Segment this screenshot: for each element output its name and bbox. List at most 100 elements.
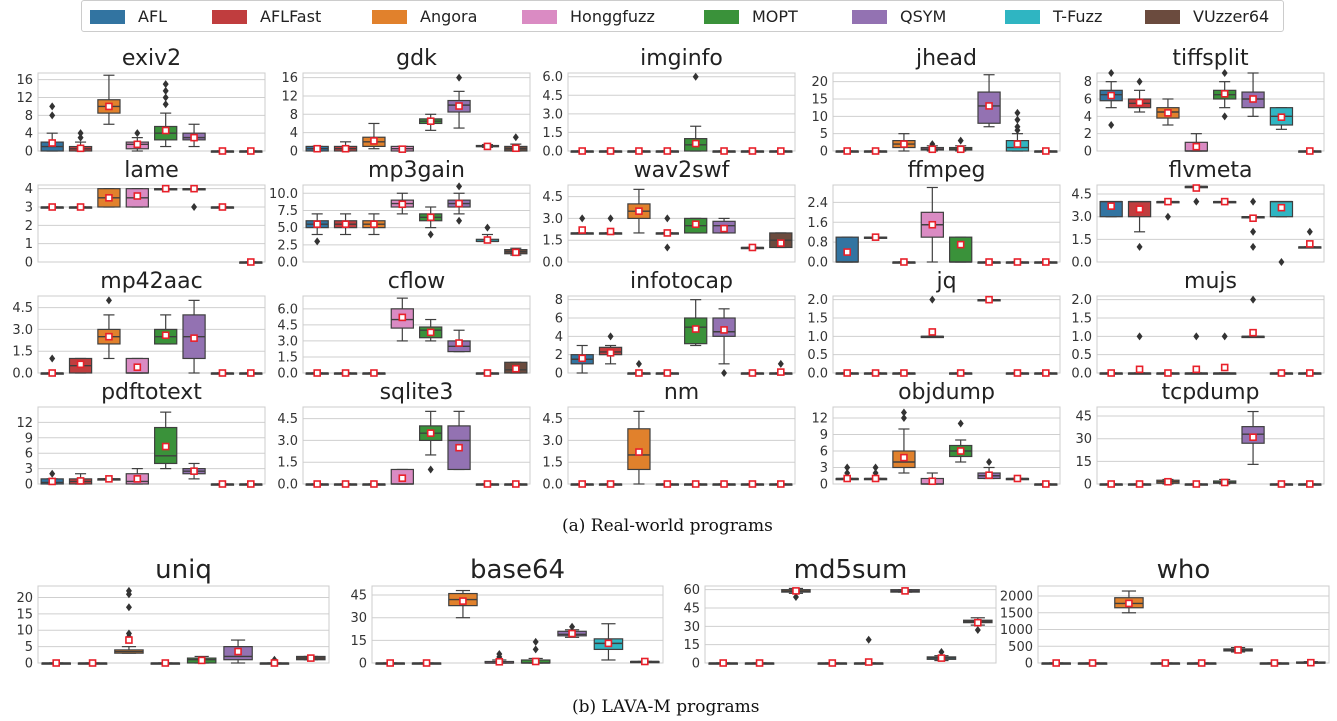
mean-marker xyxy=(398,145,407,153)
box-honggfuzz xyxy=(817,659,848,667)
y-tick-label: 15 xyxy=(811,93,828,108)
legend-swatch-mopt xyxy=(704,10,739,24)
mean-marker xyxy=(719,659,727,667)
box-t-fuzz xyxy=(210,480,235,488)
box-aflfast xyxy=(68,357,93,374)
outlier-point xyxy=(456,182,463,191)
mean-marker xyxy=(105,332,113,341)
box-honggfuzz xyxy=(390,297,414,342)
panel-title: lame xyxy=(124,158,179,183)
y-tick-label: 12 xyxy=(16,91,33,106)
panel-title: jhead xyxy=(915,46,977,71)
box-qsym xyxy=(182,184,206,211)
mean-marker xyxy=(341,480,350,488)
box-angora xyxy=(1156,477,1180,486)
box-t-fuzz xyxy=(1005,369,1030,377)
box-afl xyxy=(835,369,859,377)
y-tick-label: 500 xyxy=(1008,640,1033,655)
mean-marker xyxy=(1277,480,1286,488)
box-qsym xyxy=(890,587,920,595)
mean-marker xyxy=(1135,205,1144,213)
panel-title: mp3gain xyxy=(368,158,465,183)
mean-marker xyxy=(1270,659,1279,667)
mean-marker xyxy=(606,147,615,155)
panel-tiffsplit: tiffsplit 0 2 4 6 8 xyxy=(1084,46,1325,160)
mean-marker xyxy=(531,657,540,666)
y-tick-label: 10 xyxy=(811,110,828,125)
box-qsym xyxy=(447,329,471,353)
box-angora xyxy=(1114,590,1144,614)
plot-frame xyxy=(37,585,330,664)
panel-ffmpeg: ffmpeg 0.0 0.8 1.6 2.4 xyxy=(807,158,1061,271)
panel-gdk: gdk 0 4 8 12 16 xyxy=(281,46,531,160)
panel-title: jq xyxy=(935,269,956,294)
box-angora xyxy=(114,586,144,654)
outlier-point xyxy=(49,354,56,363)
y-tick-label: 3.0 xyxy=(1071,210,1092,225)
outlier-point xyxy=(1014,108,1021,117)
mean-marker xyxy=(398,313,407,322)
panel-base64: base64 0 15 30 45 xyxy=(350,555,664,672)
y-tick-label: 0.0 xyxy=(277,256,298,271)
outlier-point xyxy=(484,223,491,232)
outlier-point xyxy=(456,216,463,225)
mean-marker xyxy=(956,369,965,377)
outlier-point xyxy=(900,408,907,417)
mean-marker xyxy=(1042,480,1050,488)
box-aflfast xyxy=(1077,659,1108,667)
box-angora xyxy=(892,258,916,266)
box-honggfuzz xyxy=(1184,480,1208,488)
box-qsym xyxy=(1241,72,1265,117)
mean-marker xyxy=(341,220,350,228)
legend-swatch-honggfuzz xyxy=(522,10,557,24)
plot-frame xyxy=(37,72,266,152)
mean-marker xyxy=(604,639,613,648)
outlier-point xyxy=(721,369,728,377)
outlier-point xyxy=(664,214,671,223)
mean-marker xyxy=(218,369,227,377)
box-afl xyxy=(40,102,64,152)
box-t-fuzz xyxy=(593,623,624,661)
outlier-point xyxy=(569,622,576,631)
mean-marker xyxy=(1220,363,1229,372)
box-mopt xyxy=(154,80,178,148)
box-honggfuzz xyxy=(655,480,679,488)
mean-marker xyxy=(218,147,227,155)
mean-marker xyxy=(455,339,463,347)
box-aflfast xyxy=(333,213,358,236)
box-angora xyxy=(362,369,386,377)
panel-title: cflow xyxy=(388,269,445,294)
outlier-point xyxy=(1221,332,1228,341)
plot-frame xyxy=(302,406,531,485)
box-angora xyxy=(362,213,386,236)
panel-title: uniq xyxy=(155,555,212,585)
mean-marker xyxy=(720,326,728,334)
y-tick-label: 2.0 xyxy=(1071,293,1092,308)
panel-cflow: cflow 0.0 1.53.04.56.0 xyxy=(277,269,531,382)
mean-marker xyxy=(748,369,757,377)
box-qsym xyxy=(447,410,471,471)
box-t-fuzz xyxy=(475,369,500,377)
y-tick-label: 3.0 xyxy=(277,434,298,449)
box-angora xyxy=(1156,98,1180,126)
legend-label-angora: Angora xyxy=(420,7,478,26)
mean-marker xyxy=(1307,658,1315,667)
outlier-point xyxy=(1250,197,1257,206)
y-tick-label: 0.0 xyxy=(807,367,828,382)
mean-marker xyxy=(105,102,113,111)
outlier-point xyxy=(664,243,671,252)
panel-md5sum: md5sum 0 15 30 45 60 xyxy=(683,555,997,672)
box-qsym xyxy=(712,480,736,488)
mean-marker xyxy=(234,647,242,656)
y-tick-label: 5 xyxy=(25,640,33,655)
mean-marker xyxy=(843,369,851,377)
mean-marker xyxy=(105,194,113,202)
box-angora xyxy=(892,408,916,474)
mean-marker xyxy=(748,480,757,488)
outlier-point xyxy=(1250,242,1257,251)
mean-marker xyxy=(1161,659,1170,667)
box-vuzzer64 xyxy=(769,232,793,249)
box-qsym xyxy=(223,639,253,664)
mean-marker xyxy=(76,144,85,153)
